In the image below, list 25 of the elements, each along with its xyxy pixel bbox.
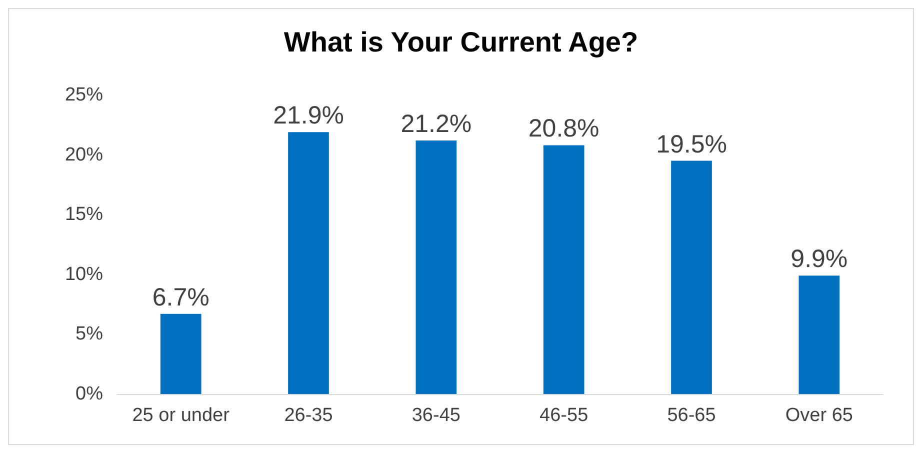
data-label: 9.9% [790,245,848,274]
data-label: 6.7% [152,283,210,312]
bar [543,145,584,394]
bar [416,140,457,394]
x-tick-label: 46-55 [540,405,588,426]
x-tick-label: 56-65 [667,405,716,426]
bar [671,160,712,394]
x-tick-label: 25 or under [132,405,230,426]
y-tick-label: 15% [64,204,104,226]
bar [160,314,202,394]
x-tick-label: 26-35 [284,405,333,426]
y-tick-label: 5% [76,324,104,345]
y-tick-label: 20% [64,144,104,166]
data-label: 21.2% [400,110,472,138]
bar [798,276,840,394]
x-tick-label: Over 65 [785,405,853,426]
y-tick-label: 10% [64,264,104,285]
chart-title: What is Your Current Age? [284,26,638,58]
bar [288,132,329,394]
data-label: 21.9% [273,102,344,130]
data-label: 20.8% [528,114,600,143]
x-tick-label: 36-45 [412,405,460,426]
y-tick-label: 0% [76,384,104,404]
y-tick-label: 25% [64,84,104,106]
data-label: 19.5% [656,130,727,158]
